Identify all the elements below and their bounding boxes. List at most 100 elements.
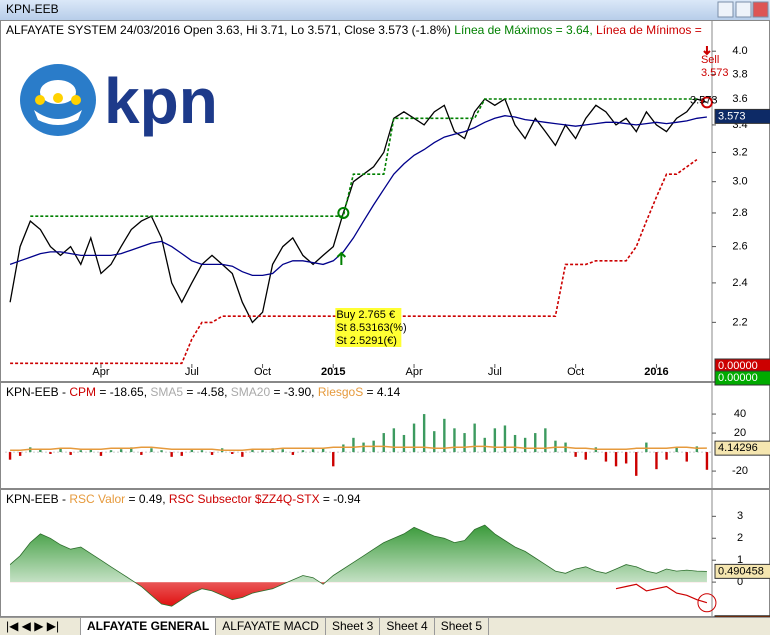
y-tick-label: 2.8 [732, 207, 747, 219]
cpm-bar [514, 435, 516, 452]
cpm-bar [585, 452, 587, 460]
y-tick-label: 20 [734, 427, 746, 439]
value-tag: 4.14296 [718, 442, 758, 454]
price-tag: 3.573 [718, 110, 746, 122]
buy-label: Buy 2.765 € [336, 309, 395, 321]
cpm-bar [80, 450, 82, 452]
max-tag: 0.00000 [718, 372, 758, 384]
y-tick-label: 4.0 [732, 45, 747, 57]
cpm-bar [302, 450, 304, 452]
cpm-bar [423, 414, 425, 452]
cpm-bar [463, 433, 465, 452]
cpm-bar [403, 435, 405, 452]
cpm-bar [332, 452, 334, 466]
sell-price: 3.573 [701, 67, 729, 79]
cpm-bar [342, 444, 344, 452]
cpm-bar [494, 428, 496, 452]
cpm-bar [665, 452, 667, 460]
cpm-bar [655, 452, 657, 469]
header-cpm: CPM [69, 385, 96, 399]
x-tick-label: Oct [254, 366, 271, 378]
y-tick-label: 3.6 [732, 93, 747, 105]
header-value: = -3.90, [270, 385, 318, 399]
cpm-bar [19, 452, 21, 456]
cpm-bar [605, 452, 607, 462]
title-bar [0, 0, 770, 20]
header-sma20: SMA20 [231, 385, 271, 399]
cpm-bar [524, 438, 526, 452]
x-tick-label: 2016 [644, 366, 668, 378]
buy-label: St 2.5291(€) [336, 335, 397, 347]
sheet-tab[interactable]: ALFAYATE GENERAL [81, 618, 216, 635]
header-value: = 4.14 [363, 385, 400, 399]
cpm-bar [534, 433, 536, 452]
header-sma5: SMA5 [150, 385, 183, 399]
cpm-bar [352, 438, 354, 452]
cpm-bar [554, 441, 556, 452]
y-tick-label: 3 [737, 510, 743, 522]
window-title: KPN-EEB [6, 2, 59, 16]
value-tag: 0.490458 [718, 565, 764, 577]
cpm-bar [110, 450, 112, 452]
sheet-tab[interactable]: ALFAYATE MACD [216, 618, 326, 635]
cpm-bar [49, 452, 51, 454]
buy-label: St 8.53163(%) [336, 322, 406, 334]
header-riesgos: RiesgoS [318, 385, 363, 399]
cpm-bar [706, 452, 708, 470]
tab-navigation[interactable]: |◀ ◀ ▶ ▶| [0, 618, 81, 635]
cpm-bar [362, 443, 364, 453]
cpm-bar [211, 452, 213, 455]
y-tick-label: 2.2 [732, 316, 747, 328]
header-symbol: KPN-EEB - [6, 385, 69, 399]
sheet-tab[interactable]: Sheet 5 [435, 618, 489, 635]
y-tick-label: 40 [734, 408, 746, 420]
cpm-bar [383, 433, 385, 452]
cpm-bar [9, 452, 11, 460]
minimize-button[interactable] [718, 2, 733, 17]
cpm-bar [484, 438, 486, 452]
close-button[interactable] [753, 2, 768, 17]
cpm-bar [686, 452, 688, 462]
cpm-bar [574, 452, 576, 457]
header-rsc-valor: RSC Valor [69, 492, 125, 506]
x-tick-label: Oct [567, 366, 584, 378]
x-tick-label: Jul [488, 366, 502, 378]
price-tag-value: 3.573 [690, 94, 718, 106]
cpm-bar [625, 452, 627, 463]
logo-text: kpn [104, 65, 218, 137]
cpm-bar [100, 452, 102, 456]
cpm-bar [615, 452, 617, 466]
header-rsc-subsector: RSC Subsector $ZZ4Q-STX [169, 492, 320, 506]
cpm-bar [292, 452, 294, 455]
cpm-bar [69, 452, 71, 455]
y-tick-label: 2 [737, 532, 743, 544]
y-tick-label: -20 [732, 465, 748, 477]
cpm-bar [312, 449, 314, 452]
x-tick-label: Apr [405, 366, 422, 378]
chart-window: KPN-EEB kpn ALFAYATE SYSTEM 24/03/2016 O… [0, 0, 770, 617]
cpm-bar [635, 452, 637, 476]
header-max-line: Línea de Máximos = 3.64, [454, 23, 592, 37]
cpm-bar [140, 452, 142, 455]
header-summary: ALFAYATE SYSTEM 24/03/2016 Open 3.63, Hi… [6, 23, 451, 37]
cpm-bar [120, 449, 122, 452]
cpm-bar [282, 449, 284, 452]
header-symbol: KPN-EEB - [6, 492, 69, 506]
header-value: = -18.65, [96, 385, 150, 399]
restore-button[interactable] [736, 2, 751, 17]
sheet-tab[interactable]: Sheet 3 [326, 618, 380, 635]
cpm-bar [393, 428, 395, 452]
header-value: = -0.94 [320, 492, 361, 506]
cpm-bar [201, 450, 203, 452]
cpm-bar [160, 450, 162, 452]
cpm-bar [241, 452, 243, 457]
cpm-bar [181, 452, 183, 456]
stop-tag: 0.00000 [718, 360, 758, 372]
sheet-tab[interactable]: Sheet 4 [380, 618, 434, 635]
sell-label: Sell [701, 54, 719, 66]
price-header: ALFAYATE SYSTEM 24/03/2016 Open 3.63, Hi… [6, 23, 702, 37]
y-tick-label: 3.0 [732, 176, 747, 188]
cpm-bar [150, 448, 152, 452]
y-tick-label: 2.4 [732, 277, 747, 289]
